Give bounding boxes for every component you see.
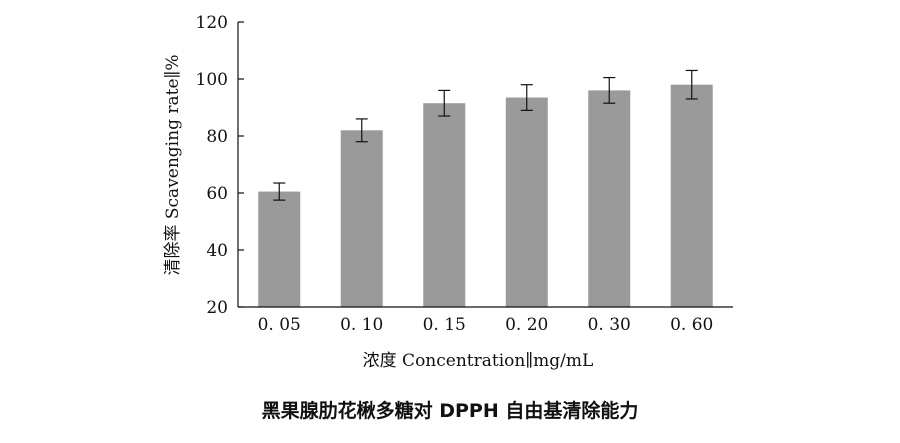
x-tick-label: 0. 30	[588, 315, 631, 335]
bar	[423, 103, 466, 307]
bars-group	[258, 84, 713, 308]
bar	[588, 90, 631, 308]
y-tick-label: 80	[206, 127, 228, 147]
y-tick-label: 60	[206, 184, 228, 204]
y-tick-label: 20	[206, 298, 228, 318]
chart-title: 黑果腺肋花楸多糖对 DPPH 自由基清除能力	[261, 400, 639, 422]
x-axis-label: 浓度 Concentration∥mg/mL	[363, 351, 594, 371]
error-bar	[438, 89, 451, 117]
x-tick-label: 0. 15	[423, 315, 466, 335]
x-tick-label: 0. 10	[340, 315, 383, 335]
error-bar	[685, 69, 698, 100]
y-ticks-group: 20 40 60 80 100 120	[196, 13, 244, 318]
bar-chart: 20 40 60 80 100 120 0. 05 0. 10 0. 15 0. 20 0. 30…	[163, 13, 733, 371]
error-bar	[603, 76, 616, 104]
bar	[258, 191, 301, 307]
y-tick-label: 40	[206, 241, 228, 261]
y-axis-label: 清除率 Scavenging rate∥%	[163, 54, 183, 275]
x-tick-label: 0. 05	[258, 315, 301, 335]
bar	[670, 84, 713, 307]
error-bars-group	[273, 69, 698, 201]
x-tick-label: 0. 20	[505, 315, 548, 335]
bar	[505, 97, 548, 308]
y-tick-label: 120	[196, 13, 228, 33]
error-bar	[273, 182, 286, 201]
error-bar	[355, 118, 368, 143]
x-tick-label: 0. 60	[670, 315, 713, 335]
x-ticks-group: 0. 05 0. 10 0. 15 0. 20 0. 30 0. 60	[258, 315, 714, 335]
bar	[340, 130, 383, 307]
y-tick-label: 100	[196, 70, 228, 90]
error-bar	[520, 84, 533, 111]
